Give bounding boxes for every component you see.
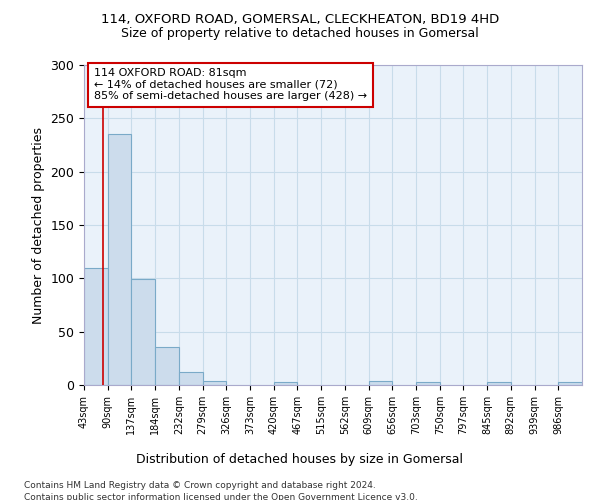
Bar	[416, 382, 440, 385]
Bar	[203, 380, 226, 385]
Bar	[179, 372, 203, 385]
Bar	[155, 346, 179, 385]
Bar	[368, 380, 392, 385]
Bar	[487, 382, 511, 385]
Y-axis label: Number of detached properties: Number of detached properties	[32, 126, 45, 324]
Bar	[84, 268, 108, 385]
Bar	[108, 134, 131, 385]
Bar	[131, 280, 155, 385]
Bar	[274, 382, 298, 385]
Text: Distribution of detached houses by size in Gomersal: Distribution of detached houses by size …	[137, 452, 464, 466]
Text: Contains HM Land Registry data © Crown copyright and database right 2024.: Contains HM Land Registry data © Crown c…	[24, 481, 376, 490]
Text: 114 OXFORD ROAD: 81sqm
← 14% of detached houses are smaller (72)
85% of semi-det: 114 OXFORD ROAD: 81sqm ← 14% of detached…	[94, 68, 367, 102]
Text: 114, OXFORD ROAD, GOMERSAL, CLECKHEATON, BD19 4HD: 114, OXFORD ROAD, GOMERSAL, CLECKHEATON,…	[101, 12, 499, 26]
Text: Contains public sector information licensed under the Open Government Licence v3: Contains public sector information licen…	[24, 492, 418, 500]
Bar	[558, 382, 582, 385]
Text: Size of property relative to detached houses in Gomersal: Size of property relative to detached ho…	[121, 28, 479, 40]
